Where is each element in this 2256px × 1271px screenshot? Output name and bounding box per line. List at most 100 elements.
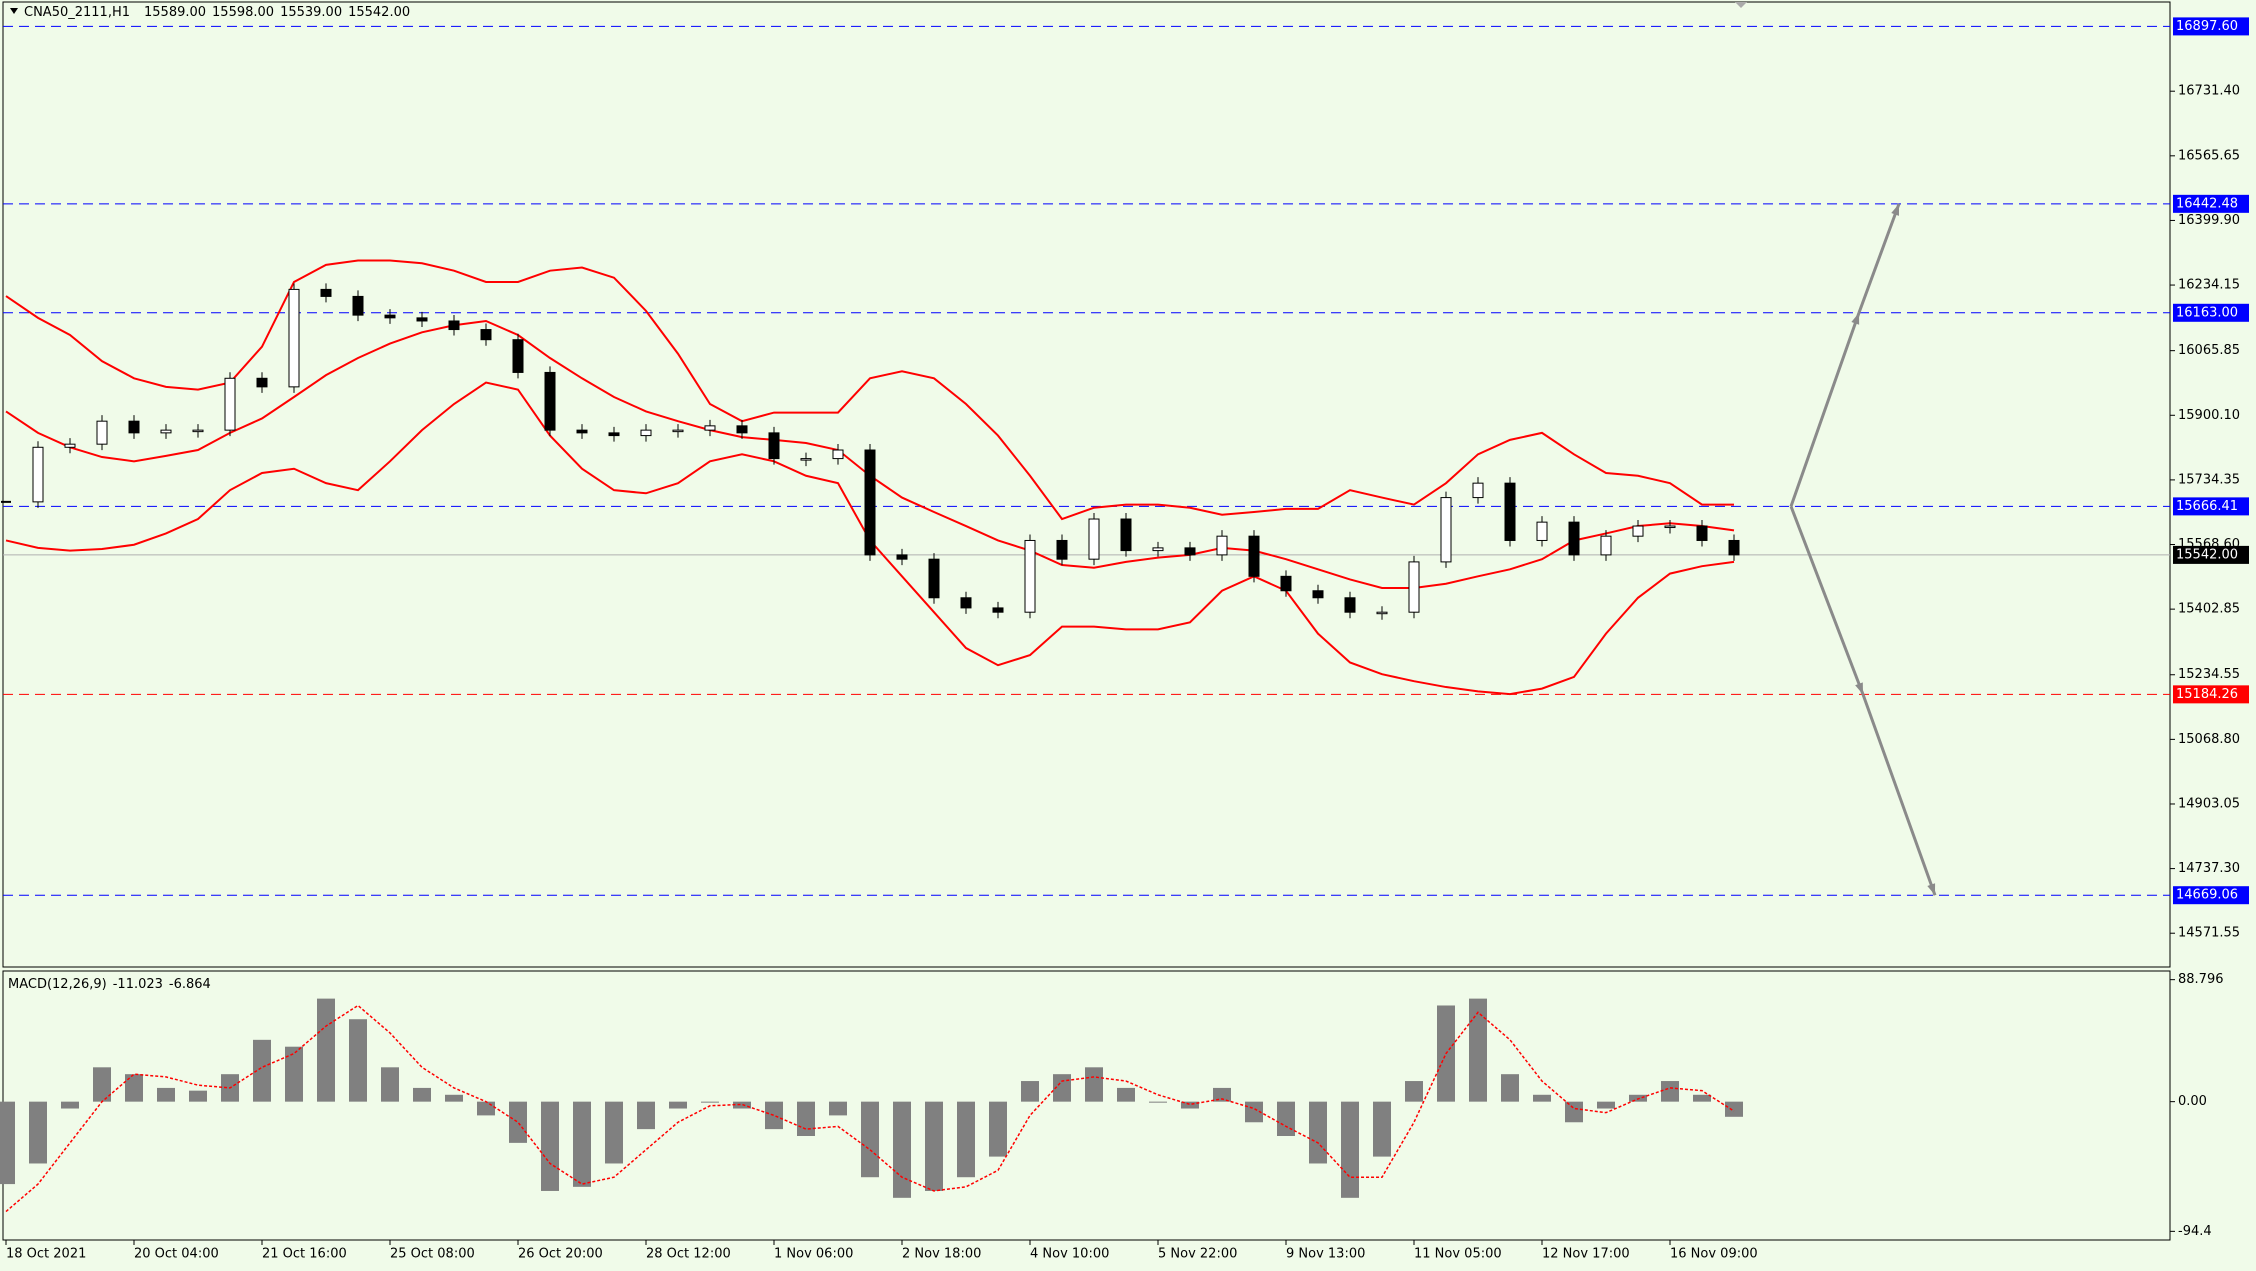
macd-title: MACD(12,26,9) bbox=[8, 977, 107, 992]
macd-bar bbox=[0, 1101, 15, 1185]
candle bbox=[1440, 497, 1452, 563]
candle bbox=[800, 458, 812, 461]
y-tick-label: 15234.55 bbox=[2178, 667, 2240, 682]
candle bbox=[672, 429, 684, 433]
candle bbox=[1344, 597, 1356, 613]
symbol: CNA50_2111,H1 bbox=[24, 5, 130, 20]
menu-triangle[interactable] bbox=[10, 8, 18, 14]
shift-marker[interactable] bbox=[1735, 2, 1747, 8]
macd-bar bbox=[477, 1101, 495, 1116]
header-high: 15598.00 bbox=[212, 5, 274, 20]
candle bbox=[352, 295, 364, 316]
macd-bar bbox=[1021, 1081, 1039, 1102]
candle bbox=[1472, 482, 1484, 499]
candle bbox=[1728, 539, 1740, 556]
macd-bar bbox=[1213, 1087, 1231, 1102]
x-tick-label: 11 Nov 05:00 bbox=[1414, 1247, 1502, 1262]
candle bbox=[288, 288, 300, 388]
macd-bar bbox=[541, 1101, 559, 1191]
macd-bar bbox=[285, 1046, 303, 1102]
x-tick-label: 16 Nov 09:00 bbox=[1670, 1247, 1758, 1262]
candle bbox=[544, 371, 556, 431]
macd-bar bbox=[1341, 1101, 1359, 1198]
arrow-head bbox=[1927, 883, 1936, 896]
macd-value: -11.023 bbox=[113, 977, 163, 992]
macd-bar bbox=[925, 1101, 943, 1191]
candle bbox=[832, 449, 844, 460]
macd-bar bbox=[1405, 1081, 1423, 1102]
level-label: 15184.26 bbox=[2176, 687, 2238, 702]
projection-arrow bbox=[1861, 693, 1937, 896]
macd-bar bbox=[349, 1019, 367, 1102]
candle bbox=[192, 429, 204, 433]
projection-arrow bbox=[1857, 203, 1901, 314]
candle bbox=[928, 558, 940, 599]
arrow-head bbox=[1851, 312, 1860, 325]
x-tick-label: 25 Oct 08:00 bbox=[390, 1247, 475, 1262]
candle bbox=[1152, 547, 1164, 552]
candle bbox=[96, 420, 108, 445]
candle bbox=[1312, 590, 1324, 599]
level-label: 16163.00 bbox=[2176, 305, 2238, 320]
macd-label: MACD(12,26,9) -11.023 -6.864 bbox=[8, 977, 211, 992]
candle bbox=[1280, 575, 1292, 592]
arrow-head bbox=[1891, 203, 1899, 216]
y-tick-label: 16565.65 bbox=[2178, 148, 2240, 163]
y-tick-label: 14903.05 bbox=[2178, 796, 2240, 811]
current-price-bg bbox=[2173, 545, 2249, 564]
level-label-bg bbox=[2173, 17, 2249, 36]
y-tick-label: 14737.30 bbox=[2178, 861, 2240, 876]
candle bbox=[704, 425, 716, 431]
candle bbox=[1056, 539, 1068, 560]
price-pane-frame bbox=[2, 1, 2171, 968]
candle bbox=[736, 425, 748, 434]
projection-arrow bbox=[1789, 505, 1865, 695]
level-label-bg bbox=[2173, 497, 2249, 516]
level-label-bg bbox=[2173, 303, 2249, 322]
macd-bar bbox=[1309, 1101, 1327, 1164]
candle bbox=[224, 377, 236, 431]
signal-line bbox=[5, 1004, 1735, 1213]
macd-bar bbox=[29, 1101, 47, 1164]
candle bbox=[896, 554, 908, 560]
level-label-bg bbox=[2173, 194, 2249, 213]
macd-bar bbox=[445, 1094, 463, 1102]
candle bbox=[64, 443, 76, 448]
macd-bar bbox=[125, 1074, 143, 1102]
header-open: 15589.00 bbox=[144, 5, 206, 20]
level-label-bg bbox=[2173, 886, 2249, 905]
x-tick-label: 18 Oct 2021 bbox=[6, 1247, 86, 1262]
candle bbox=[1216, 535, 1228, 556]
macd-bar bbox=[189, 1090, 207, 1102]
candle bbox=[1120, 518, 1132, 552]
macd-bar bbox=[861, 1101, 879, 1178]
macd-bar bbox=[797, 1101, 815, 1136]
candle bbox=[1024, 539, 1036, 613]
level-label: 14669.06 bbox=[2176, 888, 2238, 903]
symbol-label: CNA50_2111,H1 15589.00 15598.00 15539.00 155… bbox=[24, 5, 410, 20]
x-tick-label: 20 Oct 04:00 bbox=[134, 1247, 219, 1262]
header-close: 15542.00 bbox=[348, 5, 410, 20]
macd-bar bbox=[157, 1087, 175, 1102]
signal-value: -6.864 bbox=[169, 977, 211, 992]
macd-bar bbox=[637, 1101, 655, 1130]
macd-bar bbox=[61, 1101, 79, 1109]
macd-bar bbox=[413, 1087, 431, 1102]
candle bbox=[512, 339, 524, 373]
candle bbox=[1248, 535, 1260, 577]
x-tick-label: 21 Oct 16:00 bbox=[262, 1247, 347, 1262]
level-label: 16442.48 bbox=[2176, 196, 2238, 211]
x-tick-label: 26 Oct 20:00 bbox=[518, 1247, 603, 1262]
candle bbox=[640, 429, 652, 437]
macd-bar bbox=[733, 1101, 751, 1109]
bollinger-band bbox=[5, 259, 1734, 521]
y-tick-label: 15068.80 bbox=[2178, 732, 2240, 747]
macd-bar bbox=[1725, 1101, 1743, 1117]
candle bbox=[864, 449, 876, 556]
header-low: 15539.00 bbox=[280, 5, 342, 20]
y-tick-label: 16731.40 bbox=[2178, 84, 2240, 99]
macd-bar bbox=[93, 1067, 111, 1102]
macd-bar bbox=[253, 1039, 271, 1102]
